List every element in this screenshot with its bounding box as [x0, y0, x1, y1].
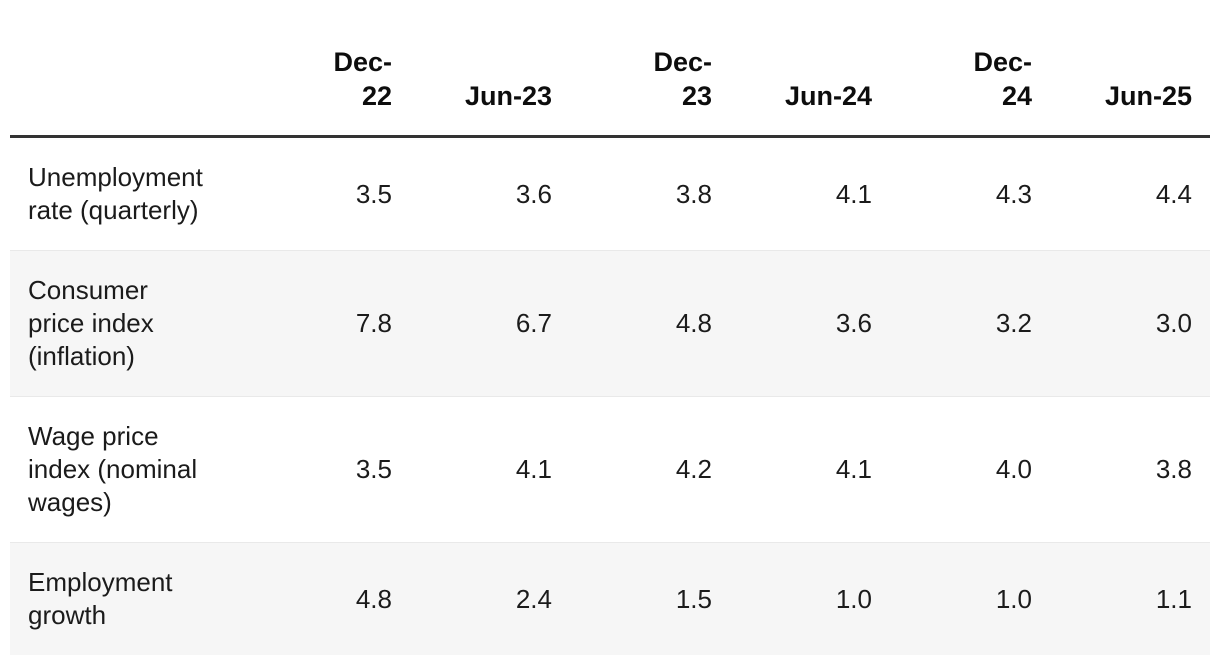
value-cell: 3.2 [995, 308, 1032, 338]
row-label: Unemployment rate (quarterly) [28, 162, 203, 225]
economic-indicators-table: Dec- 22 Jun-23 Dec- 23 Jun-24 Dec- 24 Ju… [10, 0, 1210, 655]
value-cell: 7.8 [355, 308, 392, 338]
column-header-jun-23: Jun-23 [410, 0, 570, 138]
column-header-jun-25: Jun-25 [1050, 0, 1210, 138]
table-row-employment-growth: Employment growth 4.8 2.4 1.5 1.0 1.0 1.… [10, 542, 1210, 655]
column-header-dec-23: Dec- 23 [570, 0, 730, 138]
value-cell: 3.5 [355, 454, 392, 484]
value-cell: 3.8 [675, 178, 712, 209]
value-cell: 4.0 [995, 454, 1032, 484]
corner-cell [10, 0, 250, 138]
column-header-dec-24: Dec- 24 [890, 0, 1050, 138]
value-cell: 4.8 [675, 308, 712, 338]
value-cell: 3.8 [1155, 454, 1192, 484]
column-header-jun-24: Jun-24 [730, 0, 890, 138]
value-cell: 3.0 [1155, 308, 1192, 338]
value-cell: 4.1 [835, 178, 872, 209]
value-cell: 4.1 [835, 454, 872, 484]
value-cell: 3.5 [355, 178, 392, 209]
row-label: Consumer price index (inflation) [28, 275, 154, 371]
value-cell: 4.2 [675, 454, 712, 484]
value-cell: 1.1 [1155, 583, 1192, 614]
row-label: Employment growth [28, 567, 173, 630]
value-cell: 4.8 [355, 583, 392, 614]
table-row-wage-price-index: Wage price index (nominal wages) 3.5 4.1… [10, 396, 1210, 543]
table-row-consumer-price-index: Consumer price index (inflation) 7.8 6.7… [10, 250, 1210, 397]
table-row-unemployment-rate: Unemployment rate (quarterly) 3.5 3.6 3.… [10, 137, 1210, 251]
value-cell: 4.3 [995, 178, 1032, 209]
value-cell: 4.1 [515, 454, 552, 484]
value-cell: 2.4 [515, 583, 552, 614]
table-header-row: Dec- 22 Jun-23 Dec- 23 Jun-24 Dec- 24 Ju… [10, 0, 1210, 138]
value-cell: 6.7 [515, 308, 552, 338]
row-label: Wage price index (nominal wages) [28, 421, 198, 517]
value-cell: 1.5 [675, 583, 712, 614]
value-cell: 3.6 [835, 308, 872, 338]
value-cell: 1.0 [995, 583, 1032, 614]
column-header-dec-22: Dec- 22 [250, 0, 410, 138]
value-cell: 3.6 [515, 178, 552, 209]
value-cell: 1.0 [835, 583, 872, 614]
value-cell: 4.4 [1155, 178, 1192, 209]
